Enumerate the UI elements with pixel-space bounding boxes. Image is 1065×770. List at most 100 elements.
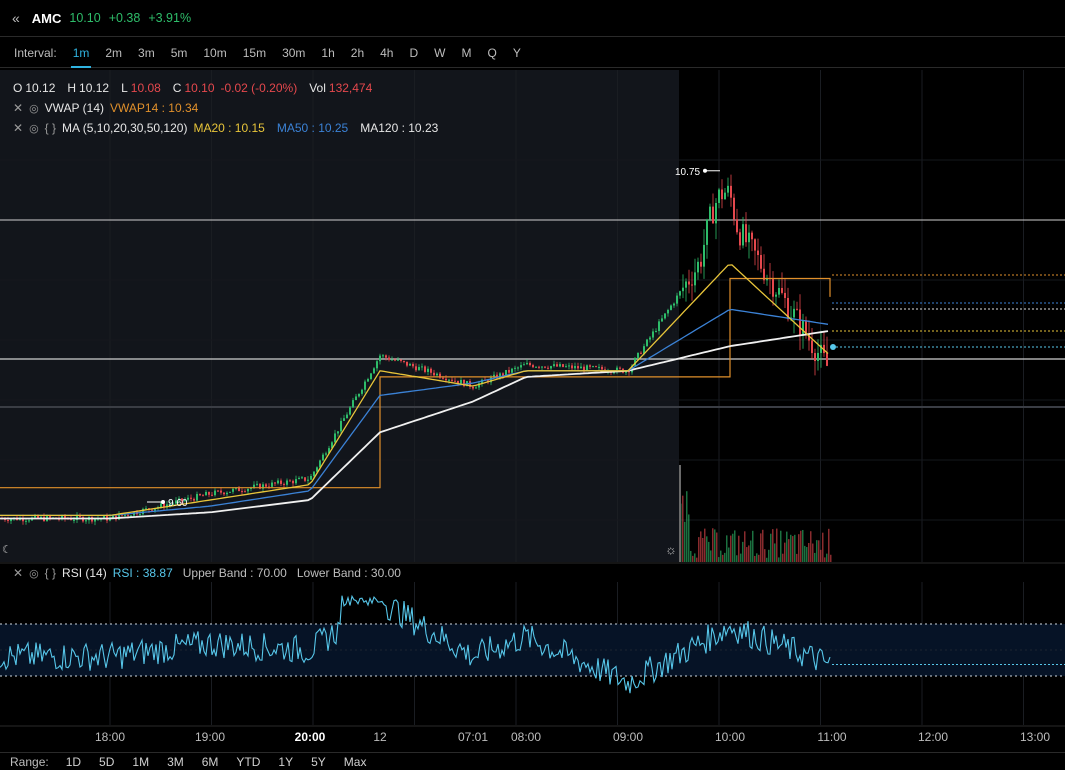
range-1d[interactable]: 1D	[65, 754, 82, 769]
candle-body	[634, 357, 636, 366]
candle-body	[379, 355, 381, 362]
candle-body	[715, 202, 717, 224]
range-ytd[interactable]: YTD	[236, 754, 261, 769]
interval-10m[interactable]: 10m	[203, 45, 227, 60]
candle-body	[265, 484, 267, 487]
volume-bar	[804, 545, 806, 562]
candle-body	[589, 365, 591, 367]
volume-bar	[686, 491, 688, 562]
interval-1m[interactable]: 1m	[65, 38, 98, 68]
candle-body	[289, 480, 291, 482]
close-icon[interactable]: ✕	[13, 566, 24, 580]
candle-body	[448, 379, 450, 381]
candle-body	[439, 373, 441, 378]
eye-icon[interactable]: ◎	[29, 567, 39, 580]
candle-body	[175, 500, 177, 504]
candle-body	[544, 366, 546, 368]
double-chevron-left-icon[interactable]: «	[12, 10, 20, 26]
interval-w[interactable]: W	[434, 45, 446, 60]
range-1y[interactable]: 1Y	[278, 754, 294, 769]
candle-body	[214, 490, 216, 496]
x-tick-label: 18:00	[94, 730, 126, 744]
candle-body	[61, 515, 63, 520]
ohlc-low: 10.08	[130, 81, 161, 95]
candle-body	[166, 504, 168, 508]
candle-body	[388, 357, 390, 360]
candle-body	[247, 488, 249, 492]
candle-body	[274, 482, 276, 484]
candle-body	[310, 476, 312, 480]
range-1m[interactable]: 1M	[132, 754, 150, 769]
candle-body	[322, 454, 324, 461]
ohlc-close: 10.10	[184, 81, 215, 95]
candle-body	[94, 518, 96, 522]
candle-body	[703, 244, 705, 267]
candle-body	[643, 346, 645, 354]
volume-bar	[724, 552, 726, 562]
volume-bar	[740, 553, 742, 562]
candle-body	[382, 355, 384, 357]
vwap-name: VWAP (14)	[44, 101, 105, 115]
interval-y[interactable]: Y	[512, 45, 521, 60]
interval-m[interactable]: M	[461, 45, 472, 60]
candle-body	[700, 261, 702, 267]
volume-bar	[824, 557, 826, 562]
volume-bar	[736, 555, 738, 562]
candle-body	[34, 515, 36, 518]
interval-15m[interactable]: 15m	[242, 45, 267, 60]
candle-body	[184, 499, 186, 502]
candle-body	[352, 400, 354, 408]
interval-2h[interactable]: 2h	[350, 45, 365, 60]
candle-body	[394, 359, 396, 361]
settings-braces-icon[interactable]: { }	[44, 566, 57, 580]
candle-body	[820, 344, 822, 353]
candle-body	[796, 308, 798, 310]
interval-1h[interactable]: 1h	[321, 45, 335, 60]
ohlc-change: -0.02 (-0.20%)	[220, 81, 298, 95]
interval-2m[interactable]: 2m	[105, 45, 123, 60]
range-6m[interactable]: 6M	[201, 754, 219, 769]
candle-body	[385, 355, 387, 358]
volume-bar	[788, 539, 790, 562]
interval-30m[interactable]: 30m	[282, 45, 306, 60]
interval-5m[interactable]: 5m	[170, 45, 188, 60]
candle-body	[304, 477, 306, 481]
candle-body	[724, 192, 726, 200]
interval-q[interactable]: Q	[487, 45, 497, 60]
ma50-value: MA50 : 10.25	[276, 121, 349, 135]
candle-body	[424, 366, 426, 372]
settings-braces-icon[interactable]: { }	[44, 121, 57, 135]
close-icon[interactable]: ✕	[13, 101, 24, 115]
interval-d[interactable]: D	[409, 45, 419, 60]
candle-body	[583, 366, 585, 371]
candle-body	[331, 442, 333, 449]
candle-body	[220, 490, 222, 493]
candle-body	[400, 359, 402, 361]
range-3m[interactable]: 3M	[167, 754, 184, 769]
candle-body	[808, 334, 810, 341]
price-chart[interactable]: 10.75 9.60	[0, 0, 1065, 752]
x-tick-label: 13:00	[1019, 730, 1051, 744]
eye-icon[interactable]: ◎	[29, 102, 39, 115]
volume-bar	[764, 549, 766, 562]
candle-body	[568, 365, 570, 367]
range-5d[interactable]: 5D	[99, 754, 115, 769]
price-change-pct: +3.91%	[148, 11, 192, 25]
range-5y[interactable]: 5Y	[311, 754, 326, 769]
interval-3m[interactable]: 3m	[138, 45, 155, 60]
candle-body	[514, 367, 516, 369]
volume-bar	[690, 550, 692, 562]
candle-body	[694, 272, 696, 286]
volume-bar	[738, 535, 740, 562]
candle-body	[406, 361, 408, 366]
close-icon[interactable]: ✕	[13, 121, 24, 135]
interval-4h[interactable]: 4h	[380, 45, 394, 60]
volume-bar	[710, 550, 712, 562]
candle-body	[475, 387, 477, 389]
candle-body	[733, 197, 735, 220]
candle-body	[280, 480, 282, 484]
volume-bar	[814, 552, 816, 562]
range-max[interactable]: Max	[343, 754, 367, 769]
eye-icon[interactable]: ◎	[29, 122, 39, 135]
